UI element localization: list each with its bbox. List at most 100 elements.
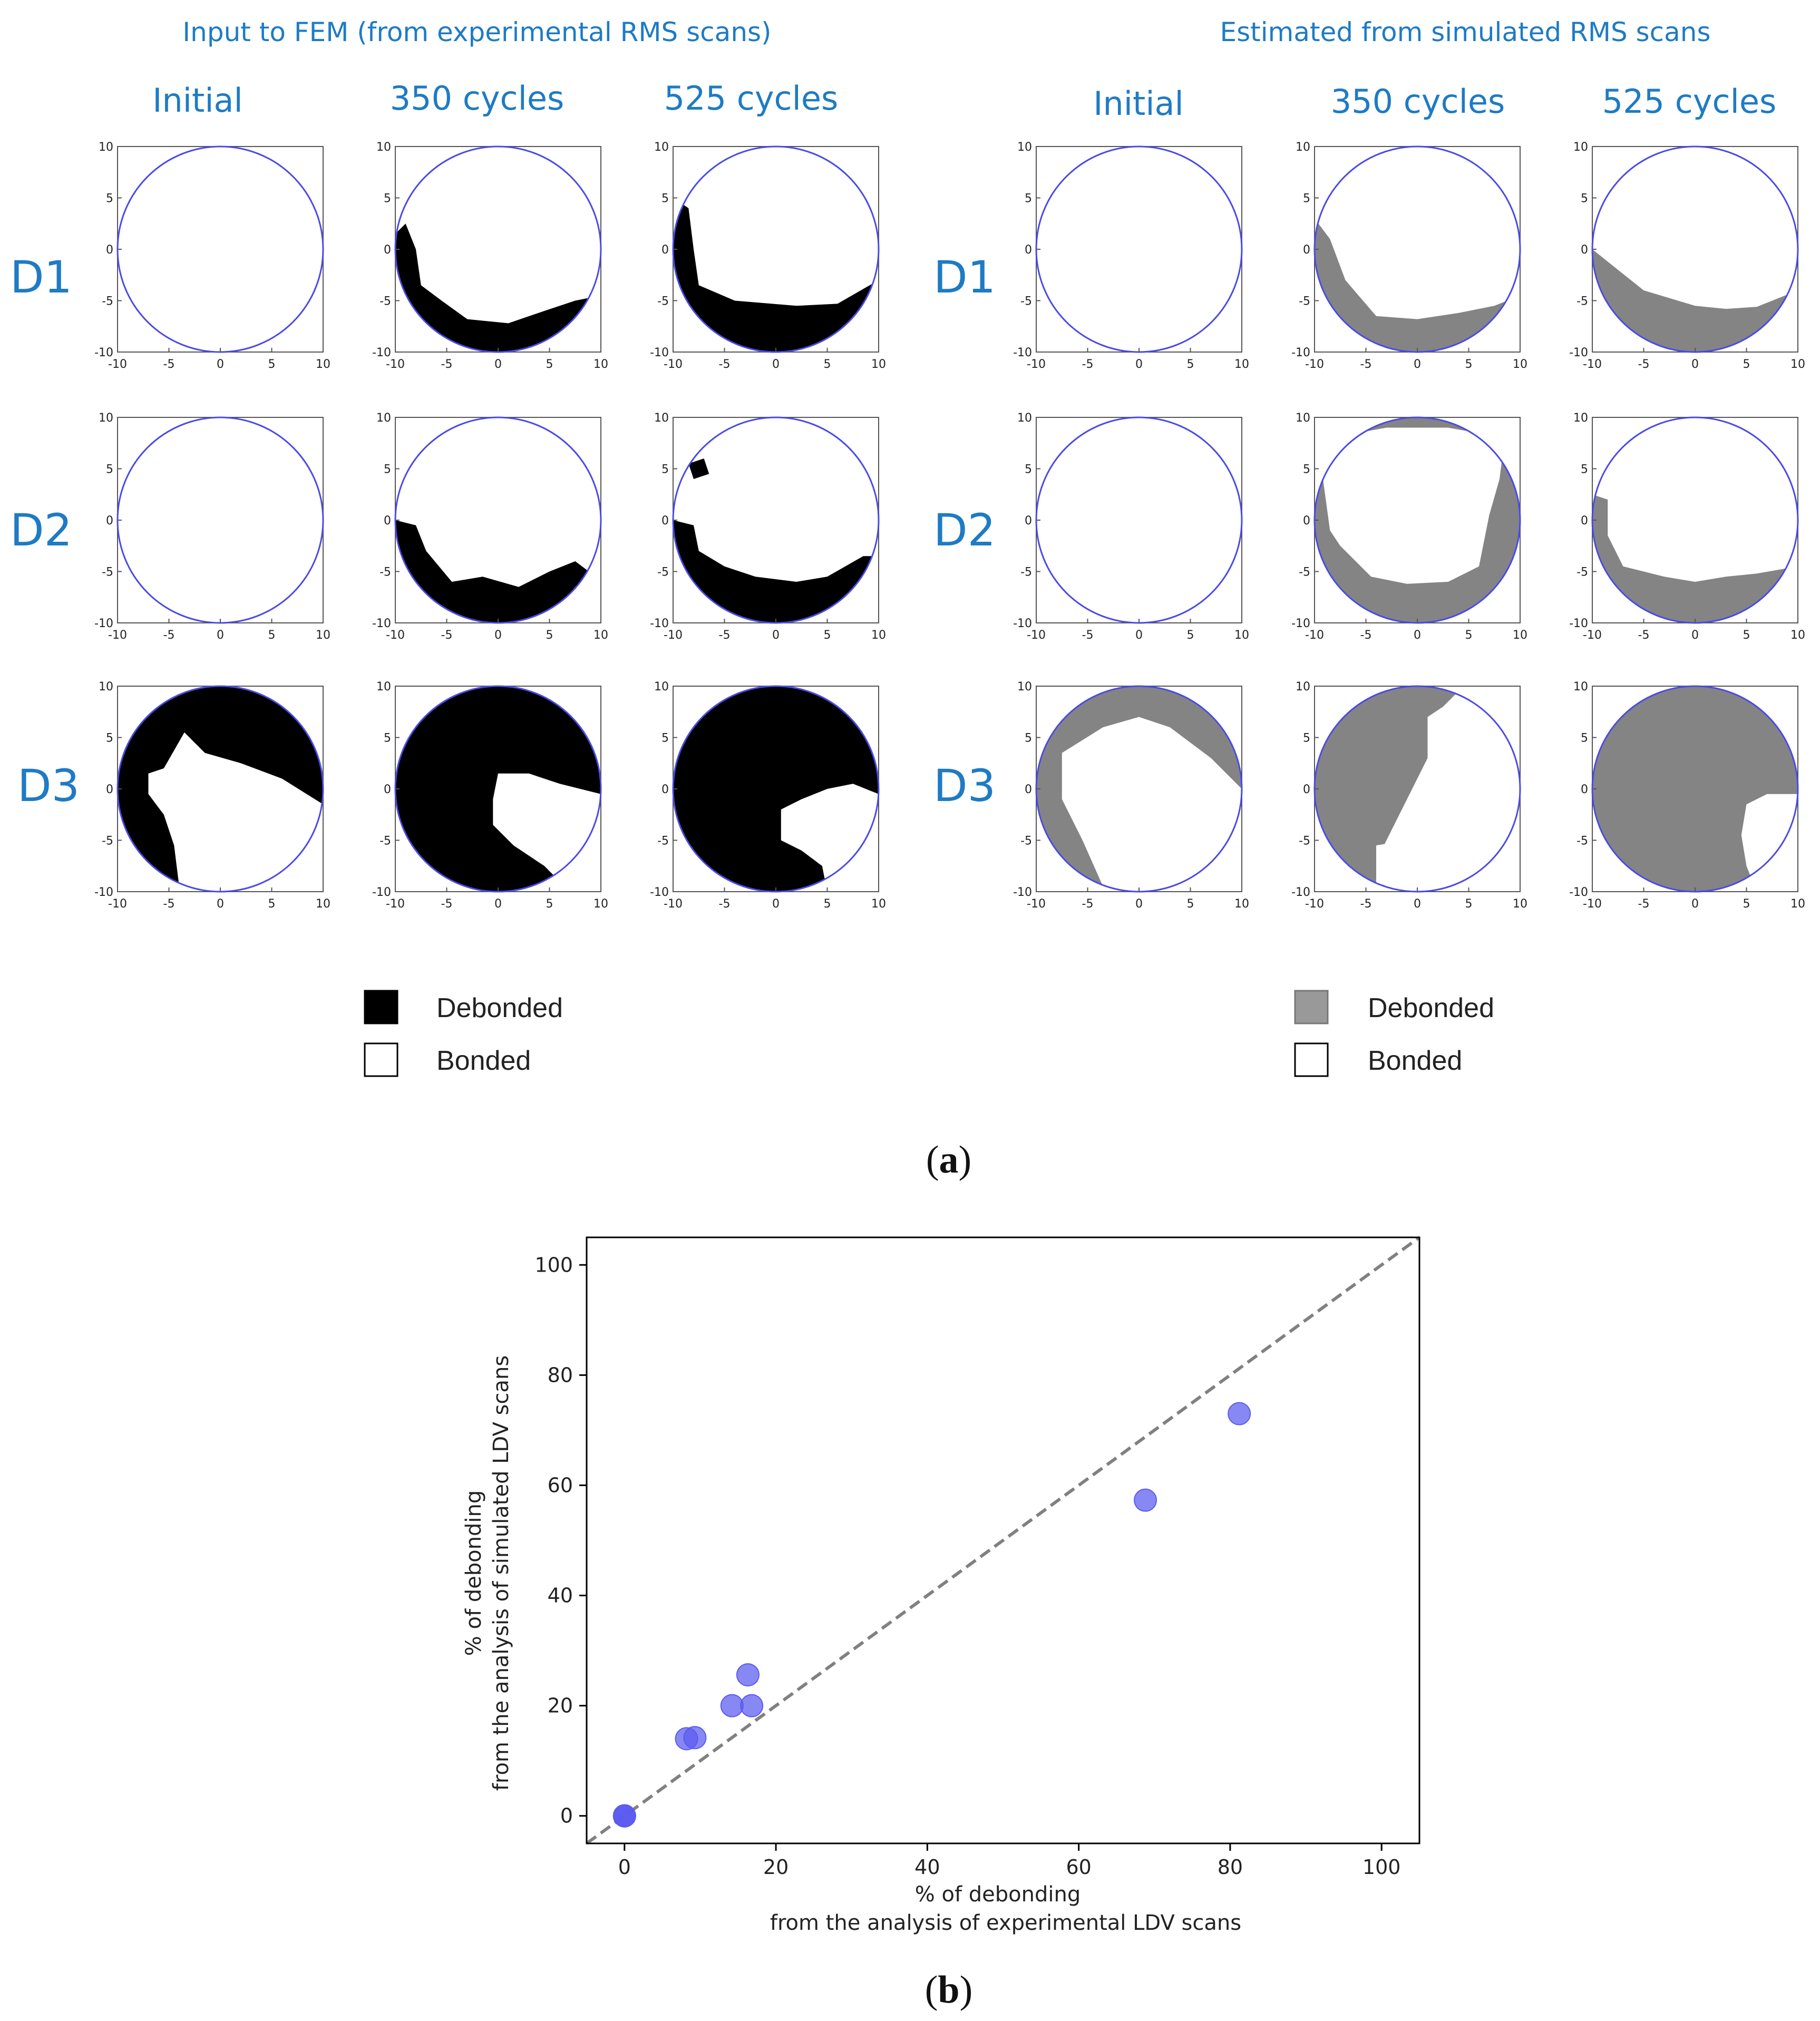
x-tick-label: 10 bbox=[1790, 629, 1805, 642]
debond-map-d3-col2-experimental: -10-10 -5 -5 0 0 5 5 10 10 bbox=[650, 680, 886, 911]
x-tick-label: 5 bbox=[1465, 629, 1473, 642]
panel-a: Input to FEM (from experimental RMS scan… bbox=[10, 17, 1805, 1182]
y-tick-label: -5 bbox=[1020, 566, 1032, 579]
x-tick-label: -5 bbox=[163, 358, 175, 371]
debond-shape bbox=[1315, 686, 1464, 892]
y-tick-label: 5 bbox=[1303, 192, 1310, 206]
debond-map-d2-col2-experimental: -10-10 -5 -5 0 0 5 5 10 10 bbox=[650, 412, 886, 642]
x-tick-label: -10 bbox=[1583, 629, 1602, 642]
x-tick-label: 5 bbox=[1465, 897, 1473, 911]
y-tick-label: 0 bbox=[560, 1804, 573, 1828]
legend-label-debonded: Debonded bbox=[1368, 993, 1494, 1023]
right-header: Estimated from simulated RMS scans bbox=[1220, 17, 1710, 47]
y-tick-label: -5 bbox=[1020, 295, 1032, 308]
y-tick-label: 5 bbox=[661, 192, 669, 206]
y-tick-label: 0 bbox=[106, 514, 113, 528]
x-tick-label: -5 bbox=[1638, 629, 1650, 642]
x-tick-label: 0 bbox=[1135, 358, 1143, 371]
debond-map-d3-col1-experimental: -10-10 -5 -5 0 0 5 5 10 10 bbox=[372, 680, 608, 911]
debond-shape bbox=[1315, 417, 1520, 623]
y-tick-label: 10 bbox=[99, 141, 113, 154]
data-point-8 bbox=[1134, 1488, 1157, 1512]
y-tick-label: -10 bbox=[1291, 617, 1310, 630]
x-tick-label: -10 bbox=[1305, 358, 1324, 371]
debond-map-d2-col2-simulated: -10-10 -5 -5 0 0 5 5 10 10 bbox=[1569, 412, 1805, 642]
y-tick-label: 5 bbox=[1025, 732, 1032, 745]
row-label-d2-left: D2 bbox=[10, 504, 72, 556]
y-tick-label: 5 bbox=[1303, 732, 1310, 745]
y-tick-label: 5 bbox=[1025, 192, 1032, 206]
y-tick-label: 60 bbox=[548, 1473, 573, 1497]
x-tick-label: 0 bbox=[494, 897, 502, 911]
y-tick-label: -10 bbox=[1291, 886, 1310, 899]
y-tick-label: -10 bbox=[1569, 617, 1588, 630]
bonded-island bbox=[1376, 840, 1433, 887]
y-tick-label: -5 bbox=[102, 295, 113, 308]
debond-map-d3-col1-simulated: -10-10 -5 -5 0 0 5 5 10 10 bbox=[1291, 680, 1527, 911]
y-tick-label: -5 bbox=[1576, 295, 1588, 308]
x-tick-label: 5 bbox=[824, 358, 831, 371]
y-tick-label: 10 bbox=[1573, 412, 1588, 425]
debond-shape bbox=[1592, 686, 1798, 892]
debonded-region bbox=[1592, 249, 1798, 352]
debond-map-d1-col2-simulated: -10-10 -5 -5 0 0 5 5 10 10 bbox=[1569, 141, 1805, 371]
y-tick-label: -10 bbox=[94, 617, 113, 630]
y-tick-label: 0 bbox=[661, 514, 669, 528]
debond-shape bbox=[1592, 494, 1798, 623]
debond-map-d1-col2-experimental: -10-10 -5 -5 0 0 5 5 10 10 bbox=[650, 141, 886, 371]
x-tick-label: -10 bbox=[108, 629, 127, 642]
col-label-initial-right: Initial bbox=[1093, 84, 1184, 123]
y-tick-label: -10 bbox=[650, 346, 669, 359]
y-tick-label: 0 bbox=[1025, 783, 1032, 796]
y-tick-label: 5 bbox=[384, 192, 391, 206]
x-tick-label: 10 bbox=[1513, 897, 1527, 911]
y-tick-label: 10 bbox=[376, 141, 391, 154]
debond-shape bbox=[1036, 686, 1242, 892]
y-tick-label: 5 bbox=[384, 463, 391, 476]
x-tick-label: 10 bbox=[871, 897, 886, 911]
data-point-7 bbox=[740, 1694, 764, 1717]
y-tick-label: -10 bbox=[94, 346, 113, 359]
y-tick-label: 10 bbox=[1017, 141, 1032, 154]
x-tick-label: 0 bbox=[1691, 629, 1699, 642]
legend-swatch-debonded-gray bbox=[1294, 990, 1329, 1024]
row-label-d1-right: D1 bbox=[933, 251, 996, 303]
y-tick-label: 40 bbox=[548, 1584, 573, 1607]
y-tick-label: -5 bbox=[1299, 835, 1310, 848]
debond-shape bbox=[395, 520, 601, 623]
debonded-region bbox=[1315, 686, 1505, 892]
x-tick-label: 20 bbox=[763, 1856, 789, 1879]
plot-frame bbox=[586, 1236, 1420, 1844]
x-tick-label: 5 bbox=[546, 358, 553, 371]
x-tick-label: 0 bbox=[1135, 629, 1143, 642]
x-tick-label: -10 bbox=[1027, 897, 1046, 911]
y-tick-label: -5 bbox=[1576, 835, 1588, 848]
y-tick-label: -5 bbox=[379, 835, 391, 848]
debond-map-d3-col0-experimental: -10-10 -5 -5 0 0 5 5 10 10 bbox=[94, 680, 330, 911]
x-tick-label: 10 bbox=[1790, 358, 1805, 371]
x-tick-label: 5 bbox=[1743, 358, 1750, 371]
map-frame bbox=[1036, 146, 1242, 353]
y-tick-label: -10 bbox=[1013, 346, 1032, 359]
x-tick-label: 5 bbox=[1465, 358, 1473, 371]
x-tick-label: -5 bbox=[1082, 897, 1094, 911]
row-label-d2-right: D2 bbox=[933, 504, 996, 556]
y-axis-label-line1: % of debonding bbox=[462, 1490, 486, 1656]
x-tick-label: 0 bbox=[217, 358, 224, 371]
y-tick-label: 5 bbox=[384, 732, 391, 745]
x-tick-label: 10 bbox=[1234, 897, 1249, 911]
legend-swatch-debonded-black bbox=[364, 990, 398, 1024]
x-tick-label: 5 bbox=[546, 629, 553, 642]
x-tick-label: 5 bbox=[268, 358, 276, 371]
x-tick-label: 0 bbox=[1414, 629, 1421, 642]
y-tick-label: -10 bbox=[94, 886, 113, 899]
x-tick-label: -5 bbox=[1360, 629, 1372, 642]
debonded-region bbox=[1592, 494, 1798, 623]
y-tick-label: -10 bbox=[650, 617, 669, 630]
x-tick-label: -10 bbox=[386, 629, 405, 642]
x-tick-label: -10 bbox=[1027, 358, 1046, 371]
x-tick-label: -10 bbox=[386, 897, 405, 911]
data-point-2 bbox=[612, 1804, 636, 1828]
y-tick-label: -5 bbox=[1299, 566, 1310, 579]
x-tick-label: -10 bbox=[664, 358, 683, 371]
